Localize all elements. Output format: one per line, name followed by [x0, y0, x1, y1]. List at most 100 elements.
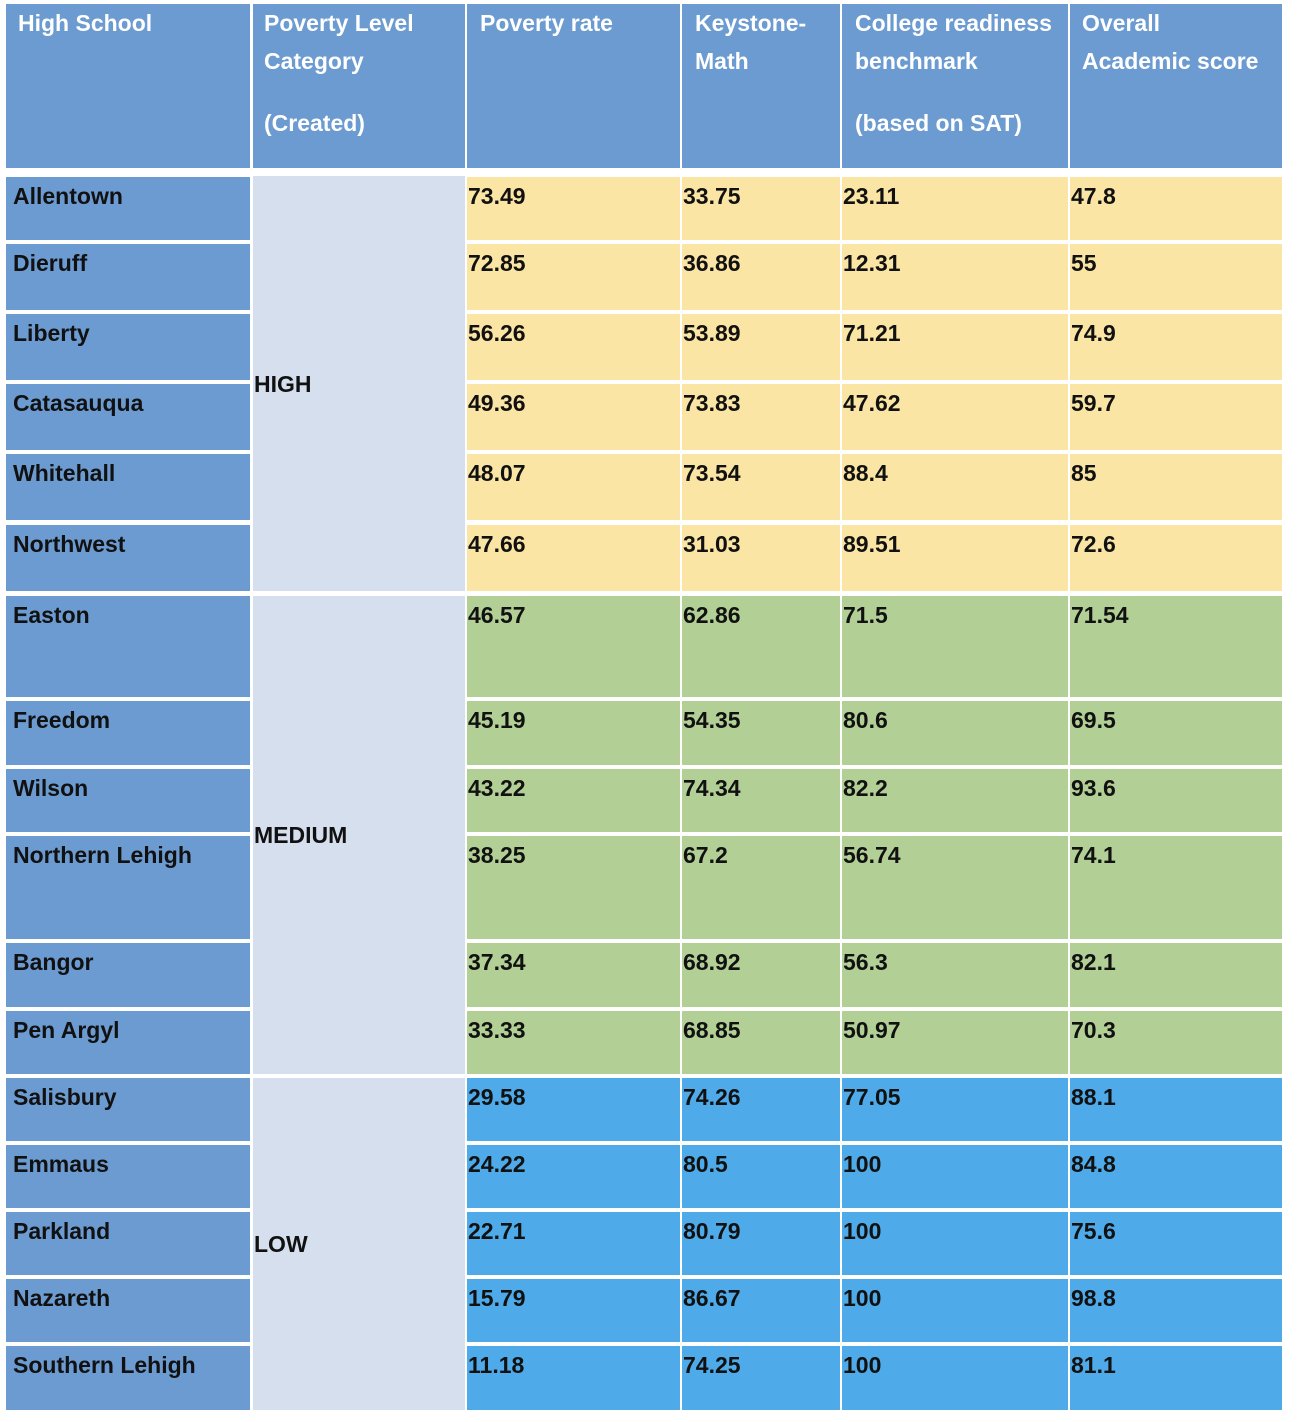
poverty-rate-cell: 45.19 — [467, 701, 680, 765]
school-name-cell: Wilson — [6, 769, 250, 832]
keystone-math-cell: 67.2 — [682, 836, 840, 939]
header-line: Category — [264, 48, 364, 74]
poverty-category-cell: HIGH — [253, 176, 465, 591]
poverty-rate-cell: 56.26 — [467, 314, 680, 380]
poverty-rate-cell: 48.07 — [467, 454, 680, 520]
college-readiness-cell: 88.4 — [842, 454, 1068, 520]
college-readiness-cell: 71.5 — [842, 596, 1068, 697]
header-line — [855, 80, 1068, 104]
college-readiness-cell: 12.31 — [842, 244, 1068, 310]
keystone-math-cell: 73.83 — [682, 384, 840, 450]
header-line: Keystone- — [695, 10, 807, 36]
overall-academic-score-cell: 69.5 — [1070, 701, 1282, 765]
poverty-rate-cell: 29.58 — [467, 1078, 680, 1141]
header-line: High School — [18, 10, 153, 36]
school-name-cell: Catasauqua — [6, 384, 250, 450]
overall-academic-score-cell: 98.8 — [1070, 1279, 1282, 1342]
header-line: (based on SAT) — [855, 110, 1022, 136]
header-overall-academic-score: Overall Academic score — [1070, 4, 1282, 168]
overall-academic-score-cell: 88.1 — [1070, 1078, 1282, 1141]
keystone-math-cell: 54.35 — [682, 701, 840, 765]
overall-academic-score-cell: 70.3 — [1070, 1011, 1282, 1074]
school-name-cell: Nazareth — [6, 1279, 250, 1342]
college-readiness-cell: 77.05 — [842, 1078, 1068, 1141]
school-name-cell: Liberty — [6, 314, 250, 380]
overall-academic-score-cell: 85 — [1070, 454, 1282, 520]
poverty-rate-cell: 37.34 — [467, 943, 680, 1007]
header-line: Overall — [1082, 10, 1160, 36]
overall-academic-score-cell: 93.6 — [1070, 769, 1282, 832]
school-name-cell: Parkland — [6, 1212, 250, 1275]
keystone-math-cell: 80.79 — [682, 1212, 840, 1275]
header-line: Academic score — [1082, 48, 1259, 74]
school-name-cell: Allentown — [6, 177, 250, 240]
header-line: Math — [695, 48, 749, 74]
overall-academic-score-cell: 84.8 — [1070, 1145, 1282, 1208]
keystone-math-cell: 86.67 — [682, 1279, 840, 1342]
school-name-cell: Freedom — [6, 701, 250, 765]
college-readiness-cell: 56.74 — [842, 836, 1068, 939]
keystone-math-cell: 74.34 — [682, 769, 840, 832]
poverty-category-label: LOW — [254, 1231, 308, 1257]
college-readiness-cell: 100 — [842, 1212, 1068, 1275]
school-name-cell: Pen Argyl — [6, 1011, 250, 1074]
header-line: Poverty Level — [264, 10, 414, 36]
keystone-math-cell: 36.86 — [682, 244, 840, 310]
college-readiness-cell: 89.51 — [842, 525, 1068, 591]
poverty-rate-cell: 47.66 — [467, 525, 680, 591]
poverty-rate-cell: 43.22 — [467, 769, 680, 832]
poverty-rate-cell: 11.18 — [467, 1346, 680, 1410]
school-name-cell: Whitehall — [6, 454, 250, 520]
overall-academic-score-cell: 82.1 — [1070, 943, 1282, 1007]
college-readiness-cell: 56.3 — [842, 943, 1068, 1007]
keystone-math-cell: 73.54 — [682, 454, 840, 520]
poverty-rate-cell: 15.79 — [467, 1279, 680, 1342]
school-name-cell: Northwest — [6, 525, 250, 591]
poverty-rate-cell: 46.57 — [467, 596, 680, 697]
poverty-rate-cell: 38.25 — [467, 836, 680, 939]
poverty-rate-cell: 72.85 — [467, 244, 680, 310]
keystone-math-cell: 68.85 — [682, 1011, 840, 1074]
poverty-category-cell: LOW — [253, 1078, 465, 1410]
header-line: Poverty rate — [480, 10, 613, 36]
poverty-category-label: MEDIUM — [254, 822, 348, 848]
overall-academic-score-cell: 75.6 — [1070, 1212, 1282, 1275]
overall-academic-score-cell: 81.1 — [1070, 1346, 1282, 1410]
header-line: benchmark — [855, 48, 978, 74]
keystone-math-cell: 53.89 — [682, 314, 840, 380]
header-poverty-level-category: Poverty Level Category (Created) — [253, 4, 465, 168]
header-line — [264, 80, 465, 104]
overall-academic-score-cell: 55 — [1070, 244, 1282, 310]
college-readiness-cell: 100 — [842, 1145, 1068, 1208]
overall-academic-score-cell: 74.1 — [1070, 836, 1282, 939]
header-high-school: High School — [6, 4, 250, 168]
poverty-category-cell: MEDIUM — [253, 596, 465, 1074]
school-name-cell: Emmaus — [6, 1145, 250, 1208]
keystone-math-cell: 74.26 — [682, 1078, 840, 1141]
keystone-math-cell: 68.92 — [682, 943, 840, 1007]
school-name-cell: Bangor — [6, 943, 250, 1007]
header-line: (Created) — [264, 110, 365, 136]
college-readiness-cell: 50.97 — [842, 1011, 1068, 1074]
overall-academic-score-cell: 59.7 — [1070, 384, 1282, 450]
college-readiness-cell: 23.11 — [842, 177, 1068, 240]
keystone-math-cell: 80.5 — [682, 1145, 840, 1208]
poverty-category-label: HIGH — [254, 370, 312, 397]
header-line: College readiness — [855, 10, 1052, 36]
poverty-rate-cell: 49.36 — [467, 384, 680, 450]
school-name-cell: Southern Lehigh — [6, 1346, 250, 1410]
overall-academic-score-cell: 47.8 — [1070, 177, 1282, 240]
school-name-cell: Dieruff — [6, 244, 250, 310]
header-poverty-rate: Poverty rate — [467, 4, 680, 168]
college-readiness-cell: 100 — [842, 1346, 1068, 1410]
college-readiness-cell: 80.6 — [842, 701, 1068, 765]
keystone-math-cell: 31.03 — [682, 525, 840, 591]
college-readiness-cell: 100 — [842, 1279, 1068, 1342]
poverty-rate-cell: 22.71 — [467, 1212, 680, 1275]
overall-academic-score-cell: 74.9 — [1070, 314, 1282, 380]
poverty-rate-cell: 33.33 — [467, 1011, 680, 1074]
header-keystone-math: Keystone- Math — [682, 4, 840, 168]
keystone-math-cell: 74.25 — [682, 1346, 840, 1410]
school-name-cell: Northern Lehigh — [6, 836, 250, 939]
keystone-math-cell: 33.75 — [682, 177, 840, 240]
